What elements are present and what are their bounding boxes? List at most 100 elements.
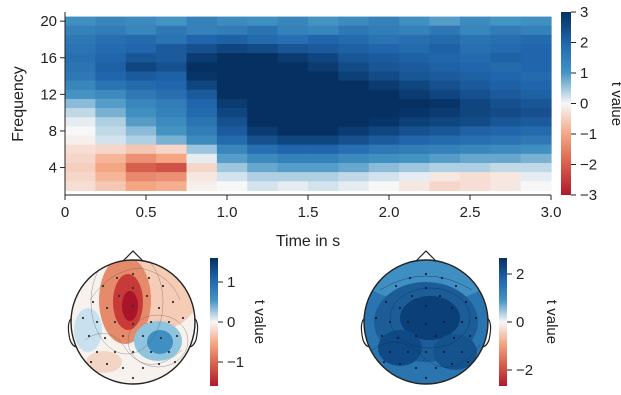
heatmap-cell	[65, 16, 96, 27]
electrode-dot	[131, 304, 135, 308]
heatmap-cell	[156, 162, 188, 173]
colorbar-tick-label: −2	[580, 157, 597, 174]
electrode-dot	[113, 320, 117, 324]
heatmap-cell	[308, 162, 339, 173]
heatmap-cell	[308, 117, 339, 127]
electrode-dot	[181, 316, 185, 320]
heatmap-cell	[520, 80, 552, 91]
colorbar-tick-label: 2	[516, 266, 524, 283]
heatmap-cell	[247, 98, 279, 109]
heatmap-cell	[429, 153, 461, 164]
electrode-dot	[141, 334, 145, 338]
heatmap-cell	[277, 162, 309, 173]
heatmap-cell	[186, 80, 218, 91]
heatmap-cell	[399, 172, 431, 182]
x-tick-label: 1.5	[298, 204, 319, 221]
heatmap-cell	[65, 44, 96, 54]
heatmap-cell	[399, 89, 431, 100]
heatmap-cell	[520, 117, 552, 127]
electrode-dot	[382, 360, 386, 364]
heatmap-cell	[156, 62, 188, 73]
heatmap-cell	[186, 71, 218, 82]
colorbar-tick-label: 1	[227, 274, 235, 291]
heatmap-cell	[156, 117, 188, 127]
heatmap-cell	[459, 135, 491, 146]
heatmap-cell	[247, 144, 279, 155]
electrode-dot	[434, 366, 438, 370]
heatmap-cell	[459, 126, 491, 137]
heatmap-cell	[459, 89, 491, 100]
heatmap-cell	[156, 181, 188, 192]
heatmap-cell	[277, 71, 309, 82]
heatmap-cell	[429, 89, 461, 100]
heatmap-cell	[277, 62, 309, 73]
electrode-dot	[450, 362, 454, 366]
heatmap-cell	[399, 34, 431, 45]
heatmap-cell	[247, 126, 279, 137]
heatmap-cell	[520, 34, 552, 45]
electrode-dot	[424, 272, 428, 276]
heatmap-cell	[490, 25, 522, 36]
electrode-dot	[105, 306, 109, 310]
electrode-dot	[440, 276, 444, 280]
heatmap-cell	[308, 135, 339, 146]
electrode-dot	[131, 272, 135, 276]
heatmap-cell	[368, 44, 400, 54]
colorbar-tick-label: 0	[227, 314, 235, 331]
heatmap-cell	[399, 162, 431, 173]
heatmap-cell	[429, 16, 461, 27]
heatmap-cell	[459, 181, 491, 192]
electrode-dot	[406, 350, 410, 354]
heatmap-cell	[368, 71, 400, 82]
electrode-dot	[147, 276, 151, 280]
heatmap-cell	[520, 172, 552, 182]
heatmap-cell	[216, 80, 248, 91]
heatmap-cell	[216, 71, 248, 82]
heatmap-cell	[216, 162, 248, 173]
heatmap-cell	[459, 144, 491, 155]
heatmap-cell	[65, 135, 96, 146]
heatmap-cell	[490, 126, 522, 137]
heatmap-cell	[459, 117, 491, 127]
nose-icon	[121, 250, 145, 263]
heatmap-cell	[65, 126, 96, 137]
heatmap-cell	[429, 80, 461, 91]
heatmap-cell	[156, 34, 188, 45]
heatmap-cell	[186, 16, 218, 27]
heatmap-cell	[216, 153, 248, 164]
heatmap-cell	[216, 62, 248, 73]
heatmap-cell	[520, 44, 552, 54]
heatmap-cell	[490, 181, 522, 192]
electrode-dot	[398, 306, 402, 310]
heatmap-cell	[429, 181, 461, 192]
heatmap-cell	[429, 117, 461, 127]
heatmap-cell	[490, 62, 522, 73]
heatmap-cell	[459, 98, 491, 109]
heatmap-cell	[338, 62, 370, 73]
heatmap-cell	[308, 126, 339, 137]
heatmap-cell	[125, 135, 157, 146]
heatmap-cell	[520, 16, 552, 27]
electrode-dot	[131, 376, 135, 380]
heatmap-cell	[429, 172, 461, 182]
heatmap-cell	[156, 16, 188, 27]
heatmap-cell	[429, 108, 461, 118]
heatmap-cell	[65, 162, 96, 173]
heatmap-cell	[65, 153, 96, 164]
electrode-dot	[171, 300, 175, 304]
heatmap-cell	[399, 98, 431, 109]
colorbar-tick-label: −3	[580, 187, 597, 204]
heatmap-cell	[459, 153, 491, 164]
heatmap-cell	[125, 53, 157, 63]
heatmap-cell	[216, 25, 248, 36]
heatmap-cell	[65, 181, 96, 192]
heatmap-colorbar-label: t value	[608, 82, 621, 126]
heatmap-cell	[308, 153, 339, 164]
heatmap-cell	[95, 126, 127, 137]
electrode-dot	[149, 320, 153, 324]
electrode-dot	[464, 300, 468, 304]
heatmap-cell	[277, 80, 309, 91]
heatmap-cell	[125, 117, 157, 127]
electrode-dot	[452, 336, 456, 340]
heatmap-cell	[156, 172, 188, 182]
